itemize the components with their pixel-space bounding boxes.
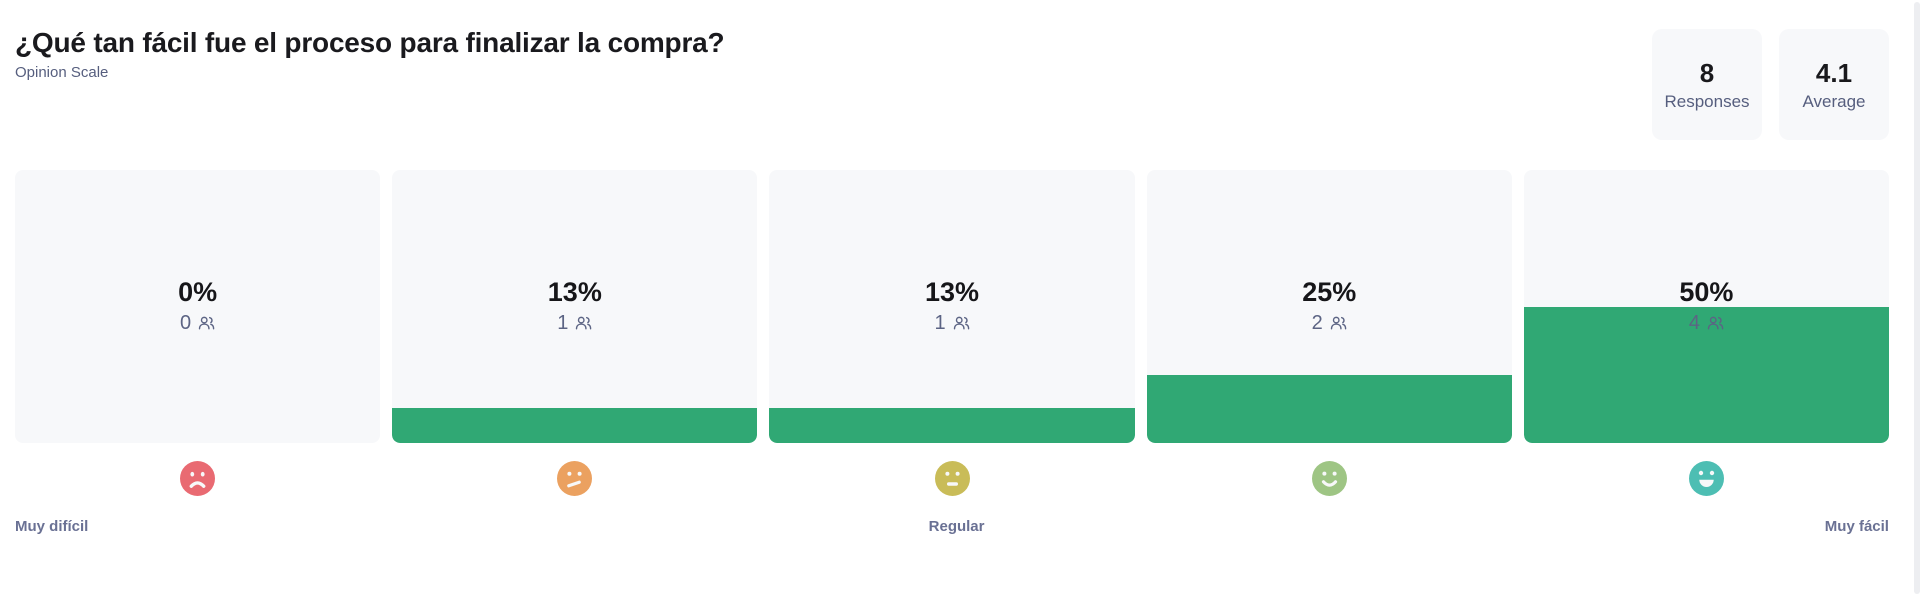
result-bar	[1523, 306, 1890, 443]
result-bar	[1146, 374, 1512, 443]
skeptical-face-icon	[557, 461, 593, 496]
count-value: 1	[557, 312, 569, 334]
people-icon	[198, 315, 215, 332]
percent-label: 13%	[547, 277, 602, 307]
smile-face-icon	[1311, 461, 1347, 496]
column-panel: 0% 0	[15, 170, 381, 443]
percent-label: 25%	[1302, 277, 1357, 307]
scale-label-mid: Regular	[928, 518, 985, 535]
stats-row: 8 Responses 4.1 Average	[1652, 29, 1889, 140]
responses-label: Responses	[1664, 91, 1750, 111]
scale-axis-labels: Muy difícil Regular Muy fácil	[15, 518, 1889, 535]
respondent-count: 2	[1147, 310, 1512, 336]
scale-column-1: 0% 0	[15, 170, 381, 496]
people-icon	[953, 315, 970, 332]
scale-column-5: 50% 4	[1523, 170, 1890, 496]
count-value: 0	[180, 312, 192, 334]
question-title: ¿Qué tan fácil fue el proceso para final…	[15, 27, 725, 58]
neutral-face-icon	[934, 461, 970, 496]
count-value: 1	[934, 312, 946, 334]
big-smile-face-icon	[1688, 461, 1724, 496]
responses-stat-box: 8 Responses	[1652, 29, 1762, 140]
vertical-scrollbar[interactable]	[1914, 2, 1920, 594]
count-value: 4	[1688, 312, 1700, 334]
people-icon	[575, 315, 592, 332]
respondent-count: 1	[392, 310, 757, 336]
people-icon	[1707, 315, 1724, 332]
responses-count: 8	[1699, 57, 1715, 88]
scale-column-2: 13% 1	[392, 170, 758, 496]
column-panel: 25% 2	[1146, 170, 1512, 443]
column-panel: 50% 4	[1523, 170, 1890, 443]
respondent-count: 4	[1524, 310, 1889, 336]
scale-label-max: Muy fácil	[1824, 518, 1889, 535]
question-type-label: Opinion Scale	[15, 64, 109, 81]
people-icon	[1330, 315, 1347, 332]
respondent-count: 1	[769, 310, 1134, 336]
sad-face-icon	[180, 461, 216, 496]
result-bar	[769, 407, 1135, 443]
column-panel: 13% 1	[769, 170, 1135, 443]
question-header: ¿Qué tan fácil fue el proceso para final…	[15, 26, 725, 81]
scale-column-3: 13% 1	[769, 170, 1135, 496]
opinion-scale-chart: 0% 0 13% 1	[15, 170, 1890, 496]
column-panel: 13% 1	[392, 170, 758, 443]
percent-label: 0%	[178, 277, 218, 307]
scale-column-4: 25% 2	[1146, 170, 1512, 496]
respondent-count: 0	[15, 310, 380, 336]
percent-label: 13%	[924, 277, 980, 307]
count-value: 2	[1311, 312, 1323, 334]
average-stat-box: 4.1 Average	[1779, 29, 1889, 140]
result-bar	[392, 407, 758, 443]
average-label: Average	[1802, 91, 1866, 111]
average-value: 4.1	[1815, 57, 1853, 88]
percent-label: 50%	[1679, 277, 1734, 307]
scale-label-min: Muy difícil	[15, 518, 89, 535]
